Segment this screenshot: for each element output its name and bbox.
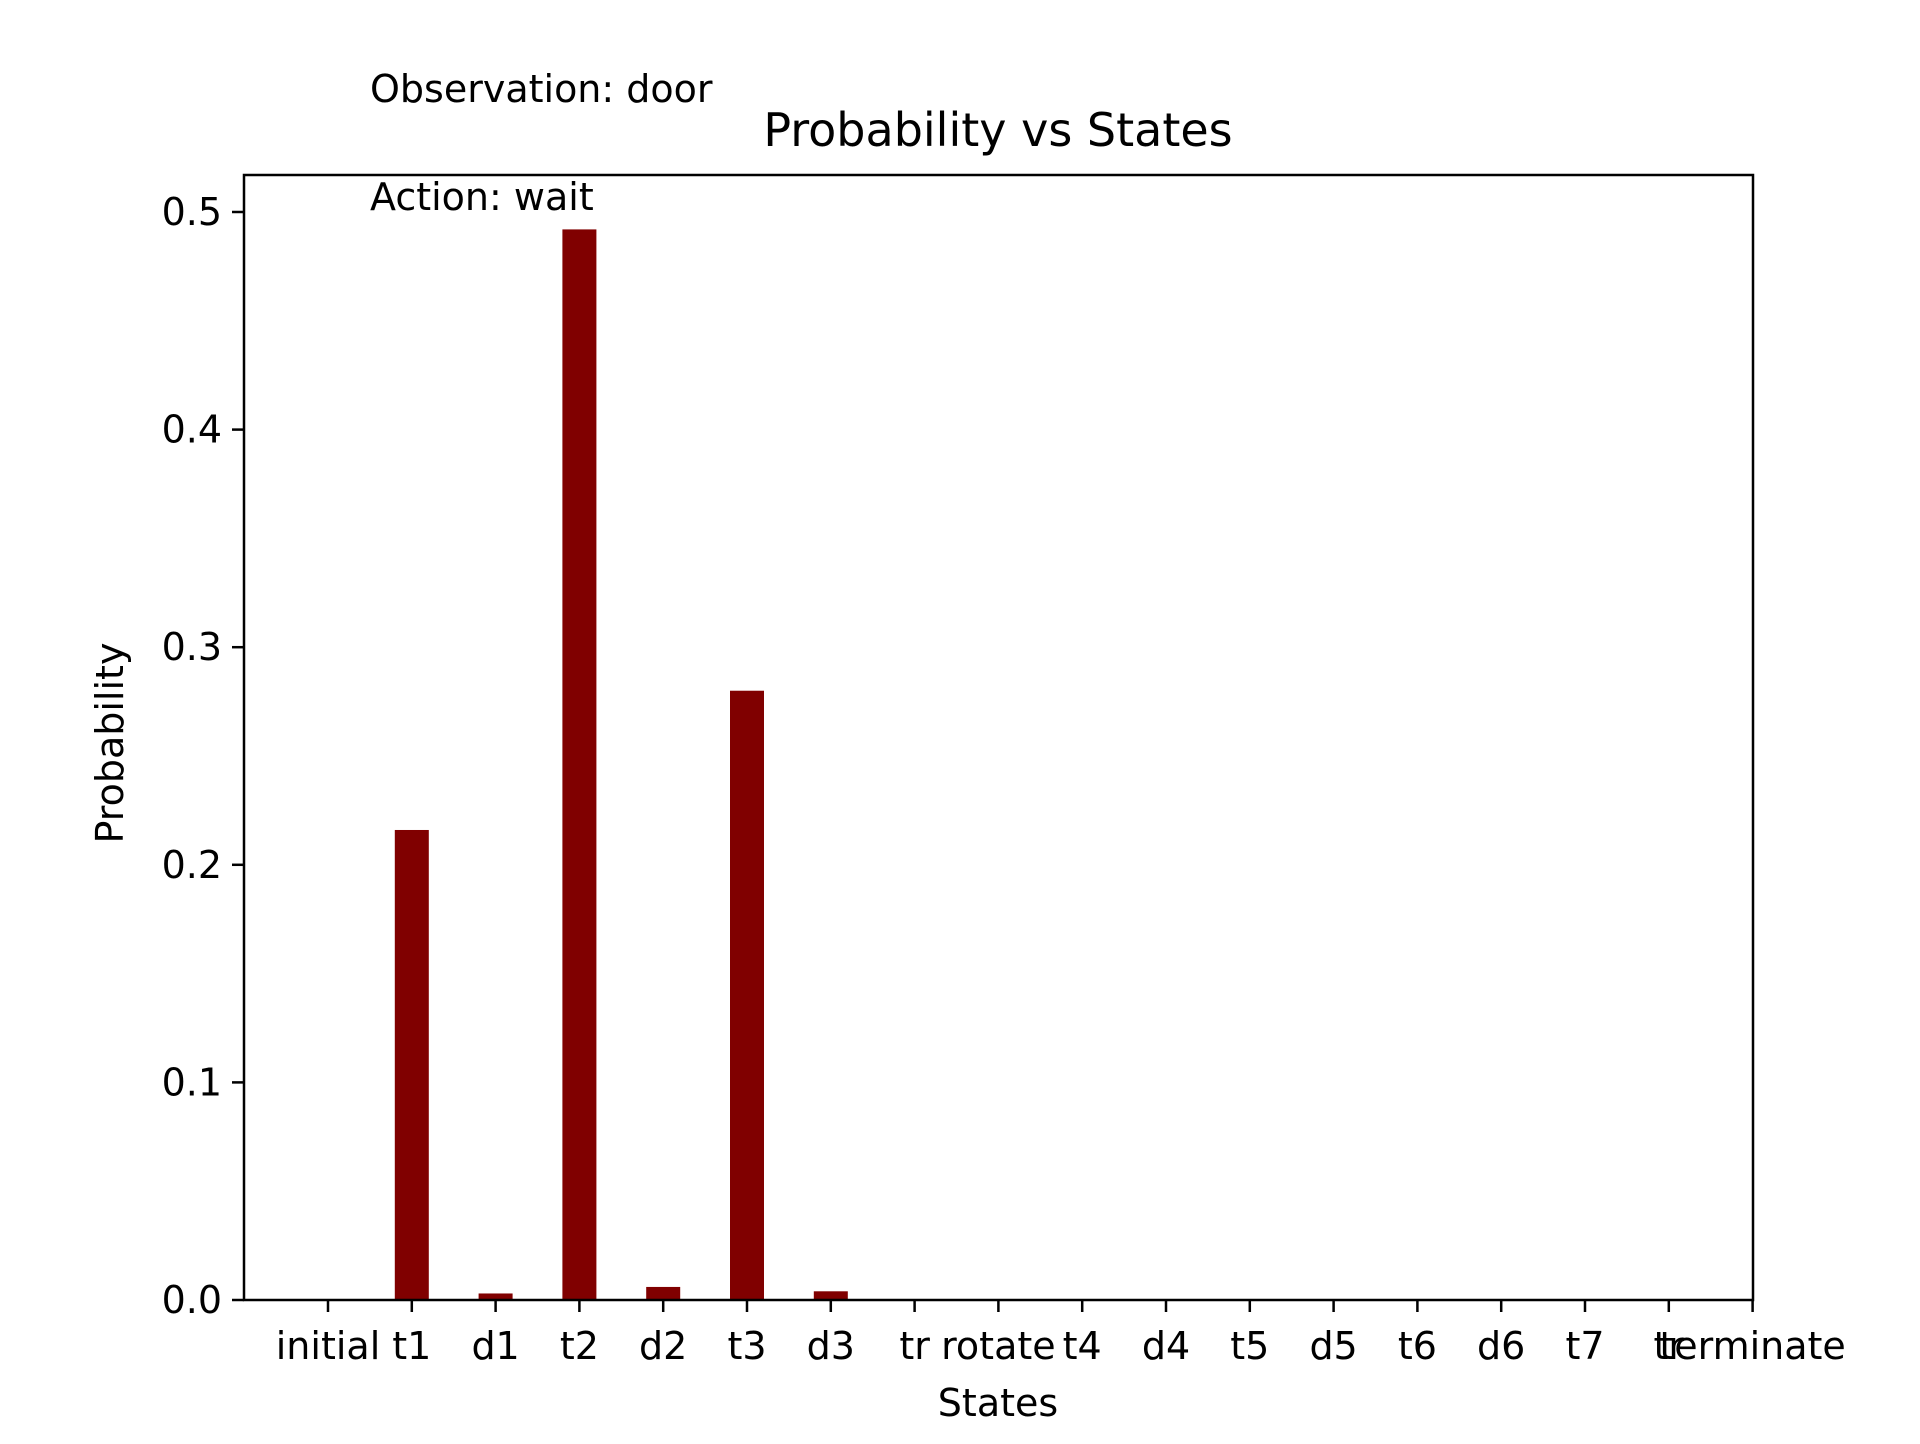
x-tick-label-9: t4 [1063,1324,1102,1368]
bar-3 [562,229,597,1300]
bars-layer [394,229,848,1300]
x-tick-label-0: initial [276,1324,381,1368]
x-tick-label-8: rotate [941,1324,1056,1368]
x-tick-label-2: d1 [471,1324,519,1368]
x-tick-label-12: d5 [1309,1324,1357,1368]
y-axis-label: Probability [88,643,132,844]
y-tick-label-4: 0.4 [162,408,222,452]
bar-6 [813,1291,848,1300]
observation-annotation: Observation: door [370,67,713,111]
bar-5 [730,690,764,1300]
x-tick-label-10: d4 [1142,1324,1190,1368]
x-tick-label-7: tr [899,1324,930,1368]
x-tick-label-14: d6 [1477,1324,1525,1368]
y-tick-label-1: 0.1 [162,1060,222,1104]
bar-2 [478,1293,513,1300]
x-tick-label-3: t2 [560,1324,599,1368]
x-tick-label-11: t5 [1230,1324,1269,1368]
y-tick-label-3: 0.3 [162,625,222,669]
x-tick-label-15: t7 [1565,1324,1604,1368]
x-tick-label-4: d2 [639,1324,687,1368]
chart-title: Probability vs States [763,103,1232,157]
bar-1 [394,829,429,1300]
y-tick-label-2: 0.2 [162,843,222,887]
x-tick-label-1: t1 [392,1324,431,1368]
x-tick-label-16: tr [1654,1324,1685,1368]
y-tick-label-0: 0.0 [162,1278,222,1322]
action-annotation: Action: wait [370,175,594,219]
x-tick-label-5: t3 [727,1324,766,1368]
x-tick-label-13: t6 [1398,1324,1437,1368]
x-axis-label: States [938,1381,1058,1425]
x-tick-label-6: d3 [807,1324,855,1368]
bar-4 [646,1286,681,1300]
y-tick-label-5: 0.5 [162,190,222,234]
x-tick-label-17: terminate [1659,1324,1845,1368]
